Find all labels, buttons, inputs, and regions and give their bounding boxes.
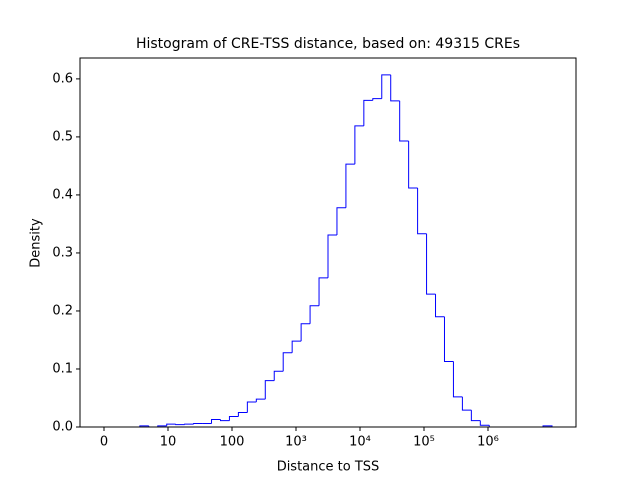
y-tick-label: 0.2: [52, 303, 73, 318]
histogram-step: [399, 100, 409, 142]
y-tick-label: 0.6: [52, 71, 73, 86]
histogram-step: [542, 425, 553, 427]
histogram-step: [300, 323, 311, 342]
histogram-step: [327, 234, 337, 278]
histogram-step: [461, 396, 472, 411]
histogram-step: [219, 419, 230, 422]
x-tick-label: 10⁴: [349, 435, 371, 450]
x-tick-label: 10⁵: [413, 435, 435, 450]
histogram-step: [345, 163, 355, 208]
histogram-step: [175, 424, 185, 426]
histogram-step: [228, 416, 239, 421]
x-tick-label: 10³: [285, 435, 307, 450]
histogram-step: [211, 418, 221, 424]
histogram-step: [193, 423, 203, 425]
histogram-step: [435, 294, 445, 318]
y-axis-label: Density: [29, 218, 44, 268]
histogram-step: [381, 74, 391, 99]
y-tick-label: 0.1: [52, 361, 73, 376]
histogram-step: [318, 277, 328, 306]
y-tick-label: 0.5: [52, 129, 73, 144]
x-tick-label: 100: [220, 435, 245, 450]
histogram-step: [246, 401, 257, 413]
histogram-step: [255, 398, 266, 403]
x-tick-label: 10⁶: [477, 435, 499, 450]
histogram-step: [282, 352, 293, 372]
histogram-step: [417, 187, 427, 235]
histogram-step: [309, 305, 320, 324]
x-axis-label: Distance to TSS: [277, 460, 380, 475]
plot-frame: [79, 57, 577, 428]
histogram-step: [166, 423, 176, 426]
histogram-step: [354, 125, 364, 165]
histogram-step: [390, 74, 400, 102]
histogram-step: [443, 316, 454, 362]
histogram-step: [363, 99, 373, 126]
chart-title: Histogram of CRE-TSS distance, based on:…: [136, 36, 520, 52]
y-tick-label: 0.3: [52, 245, 73, 260]
histogram-step: [237, 411, 248, 417]
histogram-step: [452, 361, 463, 398]
y-tick-label: 0.4: [52, 187, 73, 202]
histogram-step: [372, 98, 382, 101]
histogram-step: [273, 370, 284, 381]
x-tick-label: 10: [160, 435, 177, 450]
histogram-step: [408, 140, 418, 189]
histogram-step: [264, 380, 275, 400]
x-tick-label: 0: [100, 435, 108, 450]
histogram-step: [426, 233, 436, 295]
histogram-step: [291, 340, 302, 353]
histogram-step: [184, 423, 194, 425]
y-tick-label: 0.0: [52, 420, 73, 435]
histogram-step: [470, 410, 481, 422]
histogram-step: [479, 420, 490, 426]
histogram-step: [336, 207, 346, 235]
